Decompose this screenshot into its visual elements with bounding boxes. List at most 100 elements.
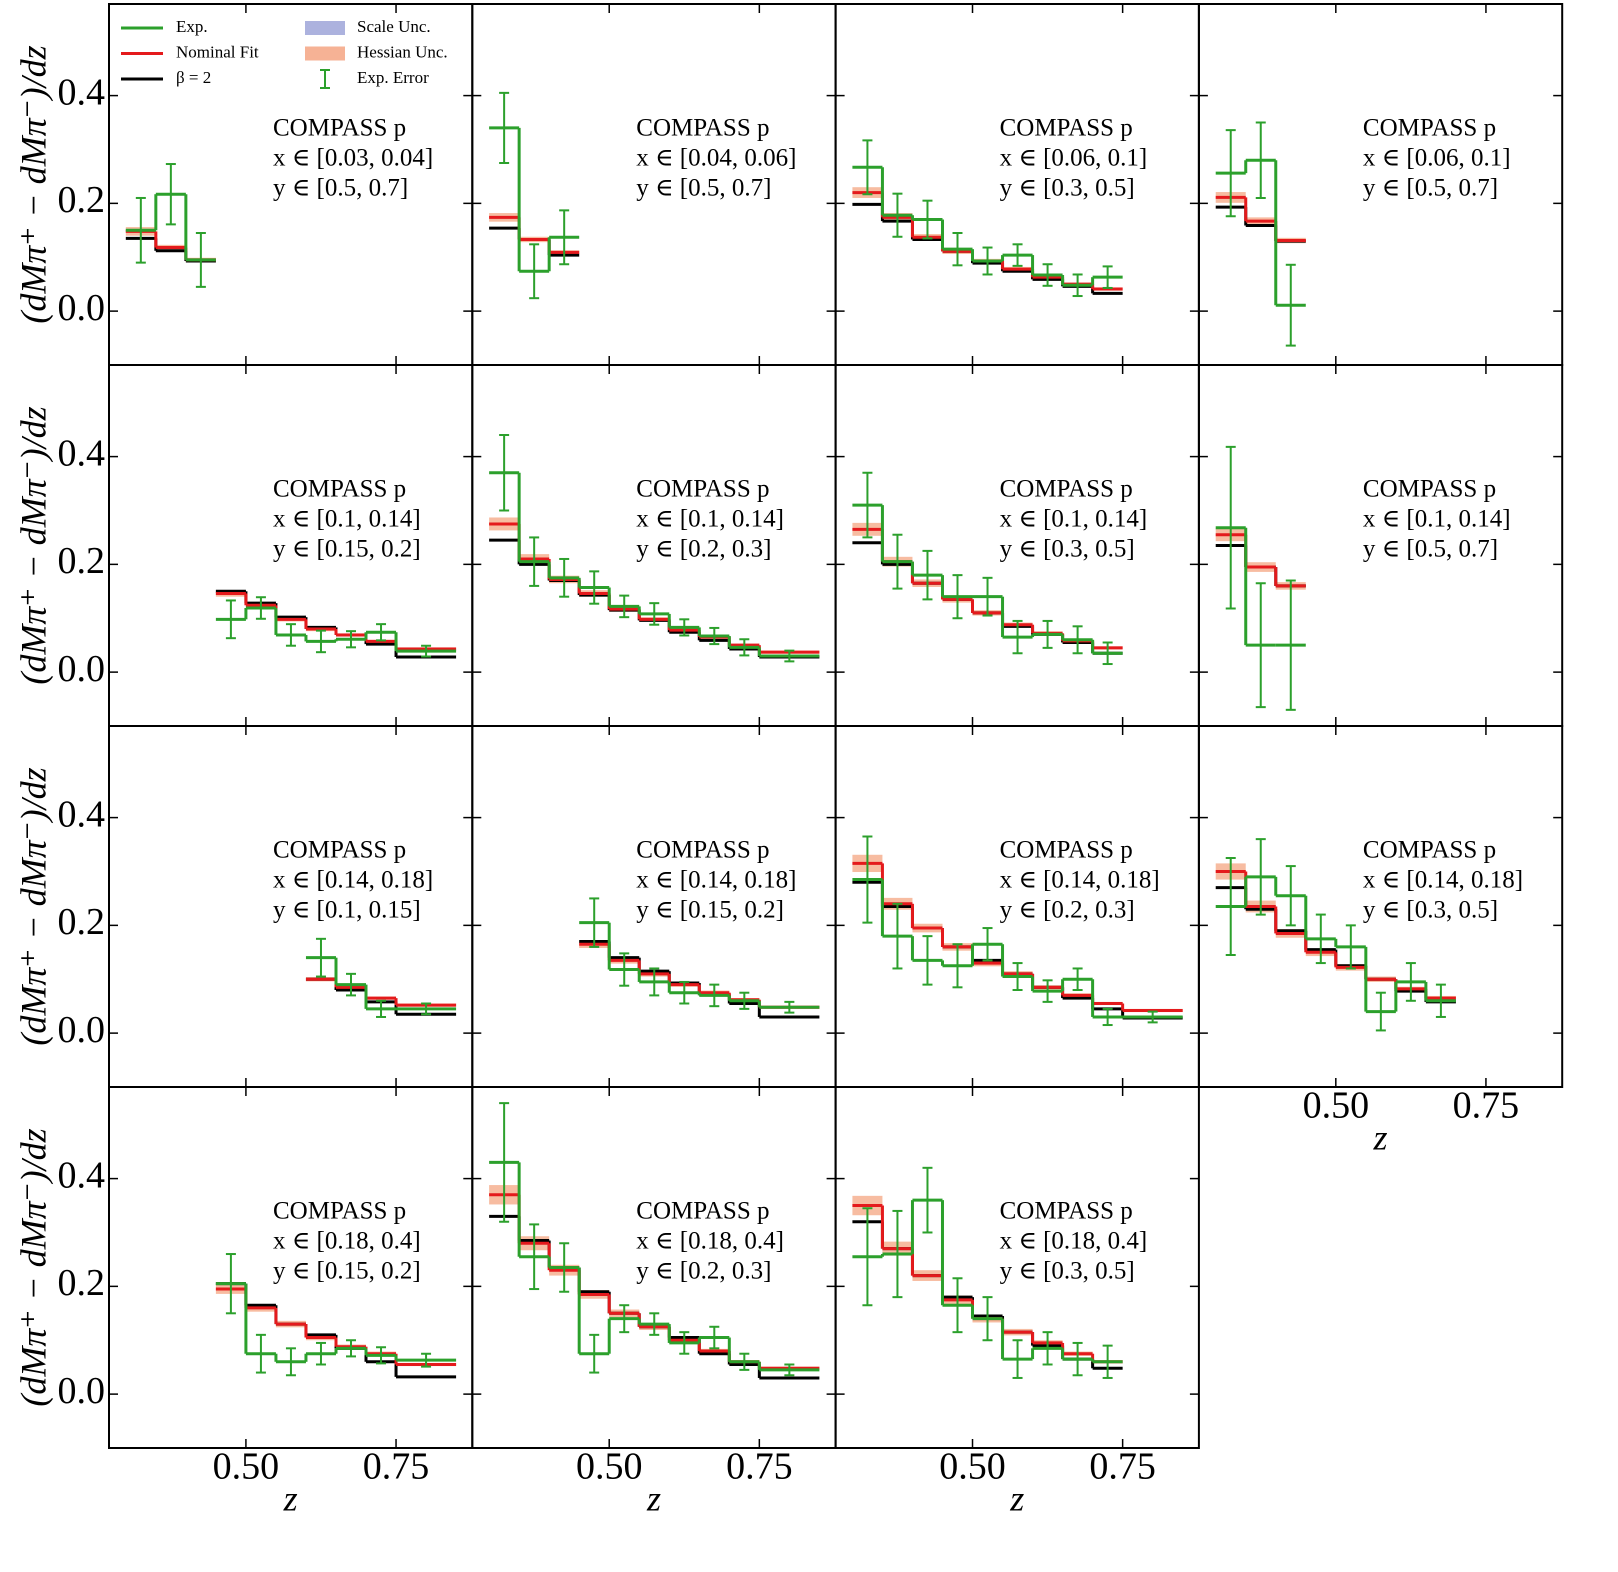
y-tick-label: 0.4 <box>58 1154 106 1196</box>
plot-area <box>1215 445 1306 711</box>
exp-error-bar <box>1285 579 1296 711</box>
y-tick-label: 0.4 <box>58 432 106 474</box>
legend-swatch <box>305 21 345 35</box>
y-tick-label: 0.0 <box>58 648 106 690</box>
legend-label: Exp. Error <box>357 68 429 87</box>
plot-area <box>1215 121 1306 347</box>
panel-annotation: x ∈ [0.06, 0.1] <box>1000 145 1148 172</box>
exp-error-bar <box>1012 619 1023 655</box>
exp-error-bar <box>922 1166 933 1234</box>
panel: COMPASS p x ∈ [0.1, 0.14] y ∈ [0.5, 0.7] <box>1197 364 1564 727</box>
exp-error-bar <box>649 967 660 997</box>
exp-error-bar <box>1255 838 1266 916</box>
panel-annotation: y ∈ [0.3, 0.5] <box>1363 897 1498 924</box>
exp-error-bar <box>862 471 873 539</box>
x-axis-title: z <box>283 1478 298 1518</box>
exp-error-bar <box>982 246 993 276</box>
exp-error-bar <box>559 209 570 266</box>
panel-annotation: COMPASS p <box>273 476 406 503</box>
y-tick-label: 0.2 <box>58 540 106 582</box>
exp-error-bar <box>559 1242 570 1293</box>
panel: COMPASS p x ∈ [0.06, 0.1] y ∈ [0.5, 0.7] <box>1197 3 1564 366</box>
plot-area <box>489 1102 820 1380</box>
panel-annotation: COMPASS p <box>1000 476 1133 503</box>
exp-error-bar <box>559 557 570 598</box>
panel-annotation: y ∈ [0.15, 0.2] <box>273 536 421 563</box>
plot-area <box>852 835 1183 1027</box>
panel-annotation: x ∈ [0.1, 0.14] <box>636 506 784 533</box>
exp-error-bar <box>345 1339 356 1358</box>
panel: 0.0 0.2 0.4(dMπ⁺ − dMπ⁻)/dz COMPASS p x ∈ [0… <box>13 3 474 366</box>
exp-error-bar <box>982 576 993 617</box>
x-tick-label: 0.75 <box>726 1446 793 1488</box>
exp-error-bar <box>529 1223 540 1291</box>
exp-error-bar <box>1102 641 1113 666</box>
exp-error-bar <box>376 623 387 642</box>
exp-error-bar <box>952 943 963 989</box>
exp-error-bar <box>1042 979 1053 1003</box>
exp-error-bar <box>619 952 630 987</box>
exp-error-bar <box>315 629 326 654</box>
exp-error-bar <box>529 536 540 587</box>
x-tick-label: 0.75 <box>363 1446 430 1488</box>
exp-error-bar <box>784 1000 795 1014</box>
exp-error-bar <box>784 1363 795 1377</box>
panel: COMPASS p x ∈ [0.14, 0.18] y ∈ [0.2, 0.3] <box>834 725 1200 1088</box>
panel-annotation: COMPASS p <box>1363 115 1496 142</box>
plot-area <box>1215 838 1456 1032</box>
panel-annotation: y ∈ [0.2, 0.3] <box>636 1258 771 1285</box>
panel-annotation: COMPASS p <box>636 115 769 142</box>
exp-error-bar <box>1012 243 1023 267</box>
exp-error-bar <box>1012 962 1023 992</box>
y-tick-label: 0.2 <box>58 1262 106 1304</box>
exp-error-bar <box>255 596 266 620</box>
exp-error-bar <box>1225 857 1236 956</box>
exp-error-bar <box>1072 625 1083 655</box>
exp-error-bar <box>1225 129 1236 218</box>
x-axis-title: z <box>1009 1478 1024 1518</box>
panel-annotation: x ∈ [0.04, 0.06] <box>636 145 796 172</box>
panel-annotation: y ∈ [0.1, 0.15] <box>273 897 421 924</box>
plot-area <box>215 1253 457 1379</box>
exp-error-bar <box>225 599 236 640</box>
y-tick-label: 0.2 <box>58 179 106 221</box>
exp-error-bar <box>529 243 540 300</box>
y-tick-label: 0.0 <box>58 1370 106 1412</box>
exp-error-bar <box>421 644 432 658</box>
panel-annotation: COMPASS p <box>273 837 406 864</box>
exp-error-bar <box>1255 582 1266 709</box>
exp-error-bar <box>1255 121 1266 199</box>
exp-error-bar <box>952 574 963 620</box>
panel-annotation: COMPASS p <box>636 476 769 503</box>
plot-area <box>852 139 1123 298</box>
panel-annotation: COMPASS p <box>1000 115 1133 142</box>
exp-error-bar <box>589 570 600 605</box>
panel-annotation: COMPASS p <box>273 115 406 142</box>
plot-area <box>305 937 457 1018</box>
plot-area <box>125 163 216 288</box>
panel-annotation: x ∈ [0.18, 0.4] <box>636 1228 784 1255</box>
legend-label: Nominal Fit <box>176 42 259 61</box>
exp-error-bar <box>499 1102 510 1223</box>
exp-error-bar <box>1102 1344 1113 1379</box>
exp-error-bar <box>1147 1010 1158 1024</box>
panel: 0.50 0.75 z COMPASS p x ∈ [0.18, 0.4] y ∈ [0.… <box>471 1086 837 1518</box>
exp-error-bar <box>1225 445 1236 610</box>
exp-error-bar <box>922 549 933 601</box>
panel-annotation: y ∈ [0.3, 0.5] <box>1000 1258 1135 1285</box>
panel-annotation: x ∈ [0.06, 0.1] <box>1363 145 1511 172</box>
exp-error-bar <box>739 991 750 1010</box>
panel: COMPASS p x ∈ [0.1, 0.14] y ∈ [0.3, 0.5] <box>834 364 1200 727</box>
panel-annotation: x ∈ [0.14, 0.18] <box>1363 867 1523 894</box>
legend-label: Scale Unc. <box>357 17 431 36</box>
panel-annotation: COMPASS p <box>1363 837 1496 864</box>
plot-area <box>852 471 1123 666</box>
exp-error-bar <box>862 835 873 924</box>
exp-error-bar <box>1012 1339 1023 1379</box>
exp-error-bar <box>1345 924 1356 970</box>
exp-error-bar <box>982 927 993 962</box>
y-tick-label: 0.2 <box>58 901 106 943</box>
exp-error-bar <box>679 1331 690 1355</box>
panel-annotation: y ∈ [0.5, 0.7] <box>1363 536 1498 563</box>
